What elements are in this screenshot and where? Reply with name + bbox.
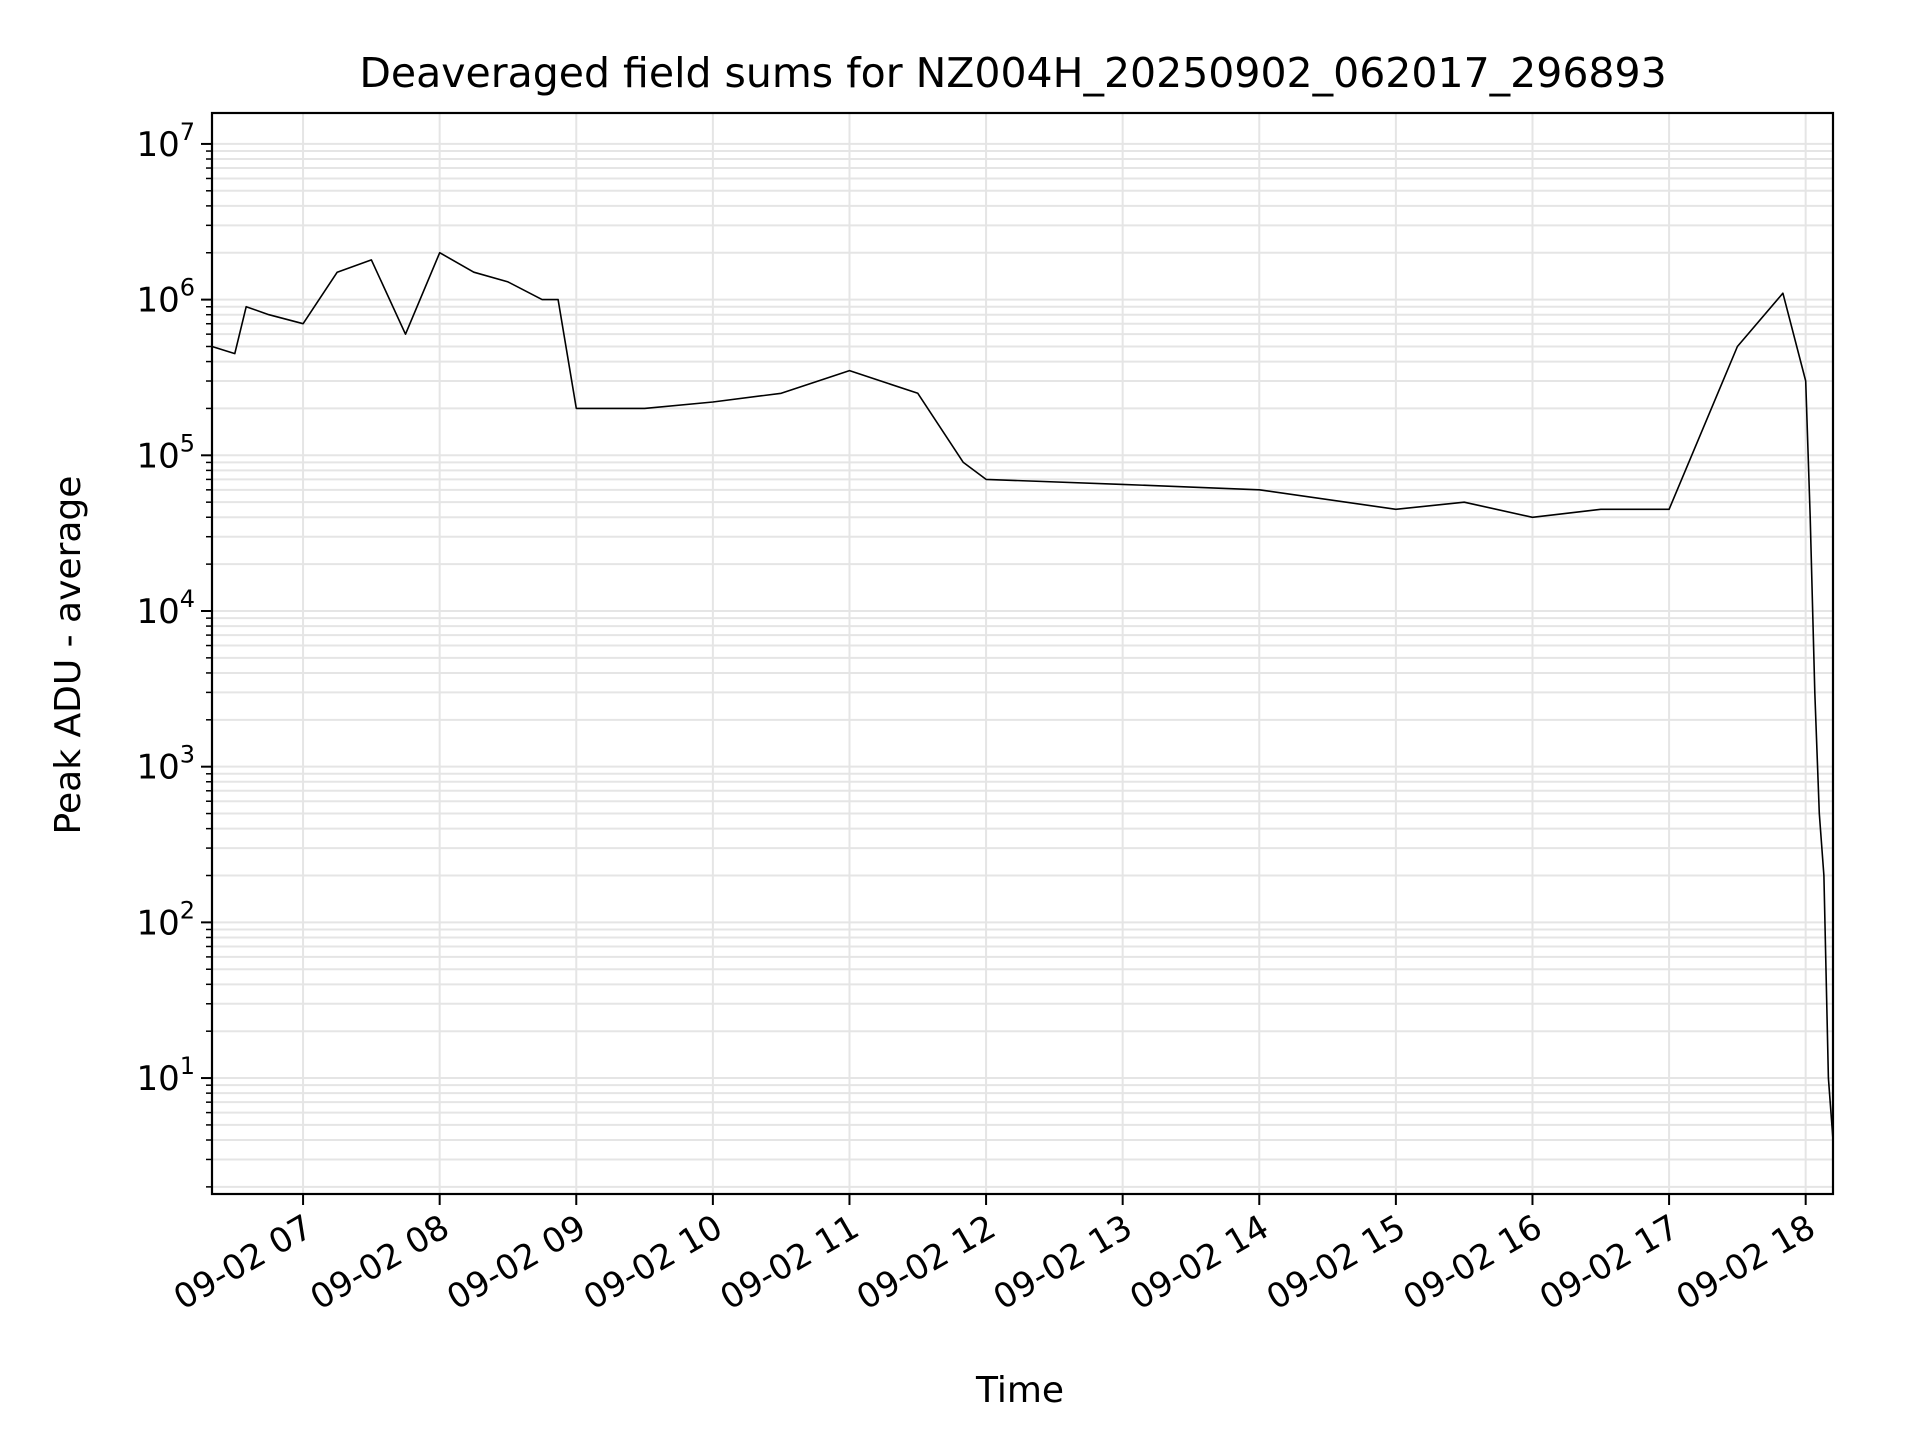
y-tick-exponent: 2	[180, 896, 195, 924]
y-tick-base: 10	[136, 436, 179, 476]
x-axis-label: Time	[975, 1370, 1064, 1411]
y-tick-base: 10	[136, 903, 179, 943]
x-tick-label: 09-02 07	[167, 1207, 319, 1318]
data-layer	[211, 251, 1834, 1141]
x-tick-label: 09-02 18	[1670, 1207, 1822, 1318]
x-tick-label: 09-02 09	[440, 1207, 592, 1318]
y-tick-exponent: 1	[180, 1052, 195, 1080]
y-tick-exponent: 7	[180, 118, 195, 146]
y-tick-label: 101	[136, 1052, 195, 1099]
y-tick-exponent: 4	[180, 585, 195, 613]
y-tick-base: 10	[136, 748, 179, 788]
y-tick-label: 105	[136, 429, 195, 476]
series-line	[211, 251, 1834, 1141]
x-tick-label: 09-02 10	[577, 1207, 729, 1318]
x-tick-label: 09-02 12	[850, 1207, 1002, 1318]
x-tick-label: 09-02 15	[1260, 1207, 1412, 1318]
y-tick-label: 106	[136, 274, 195, 321]
y-tick-base: 10	[136, 592, 179, 632]
y-tick-exponent: 3	[180, 741, 195, 769]
y-tick-label: 102	[136, 896, 195, 943]
chart-title: Deaveraged field sums for NZ004H_2025090…	[359, 49, 1666, 97]
y-axis-label: Peak ADU - average	[48, 476, 89, 835]
y-tick-base: 10	[136, 1059, 179, 1099]
y-tick-label: 104	[136, 585, 195, 632]
y-tick-base: 10	[136, 125, 179, 165]
x-tick-label: 09-02 14	[1123, 1207, 1275, 1318]
plot-frame	[210, 111, 1835, 1196]
y-tick-base: 10	[136, 281, 179, 321]
x-tick-label: 09-02 08	[304, 1207, 456, 1318]
y-tick-label: 107	[136, 118, 195, 165]
y-tick-label: 103	[136, 741, 195, 788]
x-tick-label: 09-02 16	[1397, 1207, 1549, 1318]
x-tick-label: 09-02 17	[1533, 1207, 1685, 1318]
x-tick-label: 09-02 13	[987, 1207, 1139, 1318]
x-tick-label: 09-02 11	[714, 1207, 866, 1318]
y-tick-exponent: 6	[180, 274, 195, 302]
y-tick-exponent: 5	[180, 429, 195, 457]
grid-layer	[212, 113, 1833, 1194]
